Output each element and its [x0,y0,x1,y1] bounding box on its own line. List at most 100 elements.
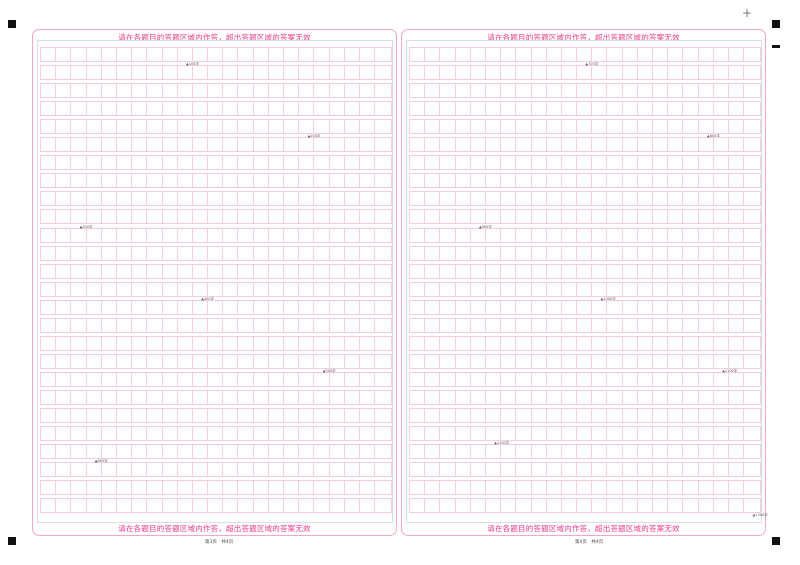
grid-cell[interactable] [178,246,193,260]
grid-cell[interactable] [471,84,486,98]
grid-cell[interactable] [577,390,593,404]
grid-cell[interactable] [486,282,502,296]
grid-cell[interactable] [87,282,102,296]
grid-cell[interactable] [744,463,759,476]
grid-cell[interactable] [193,210,209,224]
grid-cell[interactable] [238,246,254,260]
grid-cell[interactable] [360,66,376,80]
grid-cell[interactable] [208,445,224,459]
grid-cell[interactable] [714,138,729,152]
grid-cell[interactable] [238,210,254,224]
grid-cell[interactable] [375,391,390,404]
grid-cell[interactable] [744,319,759,332]
grid-cell[interactable] [299,300,315,314]
grid-cell[interactable] [56,264,72,278]
grid-cell[interactable] [456,300,471,314]
grid-cell[interactable] [102,120,117,134]
grid-cell[interactable] [592,336,608,350]
grid-cell[interactable] [178,264,193,278]
grid-cell[interactable] [486,228,502,242]
grid-cell[interactable] [147,210,163,224]
grid-cell[interactable] [577,354,593,368]
grid-cell[interactable] [440,120,456,134]
grid-cell[interactable] [284,246,300,260]
grid-cell[interactable] [117,427,133,441]
grid-cell[interactable] [314,336,330,350]
grid-cell[interactable] [410,246,426,260]
grid-cell[interactable] [456,499,471,513]
grid-cell[interactable] [87,481,102,495]
grid-cell[interactable] [238,445,254,459]
grid-cell[interactable] [714,210,729,224]
grid-cell[interactable] [410,264,426,278]
grid-cell[interactable] [147,156,163,170]
grid-cell[interactable] [375,247,390,260]
grid-cell[interactable] [623,282,638,296]
grid-cell[interactable] [102,390,117,404]
grid-cell[interactable] [486,48,502,61]
grid-cell[interactable] [178,210,193,224]
grid-cell[interactable] [117,463,133,477]
grid-cell[interactable] [486,354,502,368]
grid-cell[interactable] [132,409,148,422]
grid-cell[interactable] [41,354,57,368]
grid-cell[interactable] [345,66,360,80]
grid-cell[interactable] [360,336,376,350]
grid-cell[interactable] [254,66,269,80]
grid-cell[interactable] [501,246,517,260]
grid-cell[interactable] [269,246,284,260]
grid-cell[interactable] [638,120,653,134]
grid-cell[interactable] [471,463,486,477]
grid-cell[interactable] [360,210,376,224]
grid-cell[interactable] [193,228,209,242]
grid-cell[interactable] [360,409,376,422]
grid-cell[interactable] [577,120,593,134]
grid-cell[interactable] [330,499,345,513]
grid-cell[interactable] [223,354,239,368]
grid-cell[interactable] [238,138,254,152]
grid-cell[interactable] [607,156,623,170]
grid-cell[interactable] [410,445,426,459]
grid-cell[interactable] [562,246,578,260]
grid-cell[interactable] [714,264,729,278]
grid-cell[interactable] [299,427,315,441]
grid-cell[interactable] [132,390,148,404]
grid-cell[interactable] [345,318,360,332]
grid-cell[interactable] [284,354,300,368]
grid-cell[interactable] [623,300,638,314]
grid-cell[interactable] [486,120,502,134]
grid-cell[interactable] [562,409,578,422]
grid-cell[interactable] [668,138,684,152]
grid-cell[interactable] [623,318,638,332]
grid-cell[interactable] [501,445,517,459]
grid-cell[interactable] [440,372,456,386]
grid-cell[interactable] [623,48,638,61]
grid-cell[interactable] [516,336,532,350]
grid-cell[interactable] [360,156,376,170]
grid-cell[interactable] [238,228,254,242]
grid-cell[interactable] [729,246,745,260]
grid-cell[interactable] [729,282,745,296]
grid-cell[interactable] [132,336,148,350]
grid-cell[interactable] [102,318,117,332]
grid-cell[interactable] [193,48,209,61]
grid-cell[interactable] [471,156,486,170]
grid-cell[interactable] [623,264,638,278]
grid-cell[interactable] [254,372,269,386]
grid-cell[interactable] [56,156,72,170]
grid-cell[interactable] [299,409,315,422]
grid-cell[interactable] [238,102,254,116]
grid-cell[interactable] [330,48,345,61]
grid-cell[interactable] [254,228,269,242]
grid-cell[interactable] [425,120,441,134]
grid-cell[interactable] [683,481,699,495]
grid-cell[interactable] [360,192,376,206]
grid-cell[interactable] [117,264,133,278]
grid-cell[interactable] [375,174,390,187]
grid-cell[interactable] [56,138,72,152]
grid-cell[interactable] [547,499,562,513]
grid-cell[interactable] [410,192,426,206]
grid-cell[interactable] [132,48,148,61]
grid-cell[interactable] [193,192,209,206]
grid-cell[interactable] [592,282,608,296]
